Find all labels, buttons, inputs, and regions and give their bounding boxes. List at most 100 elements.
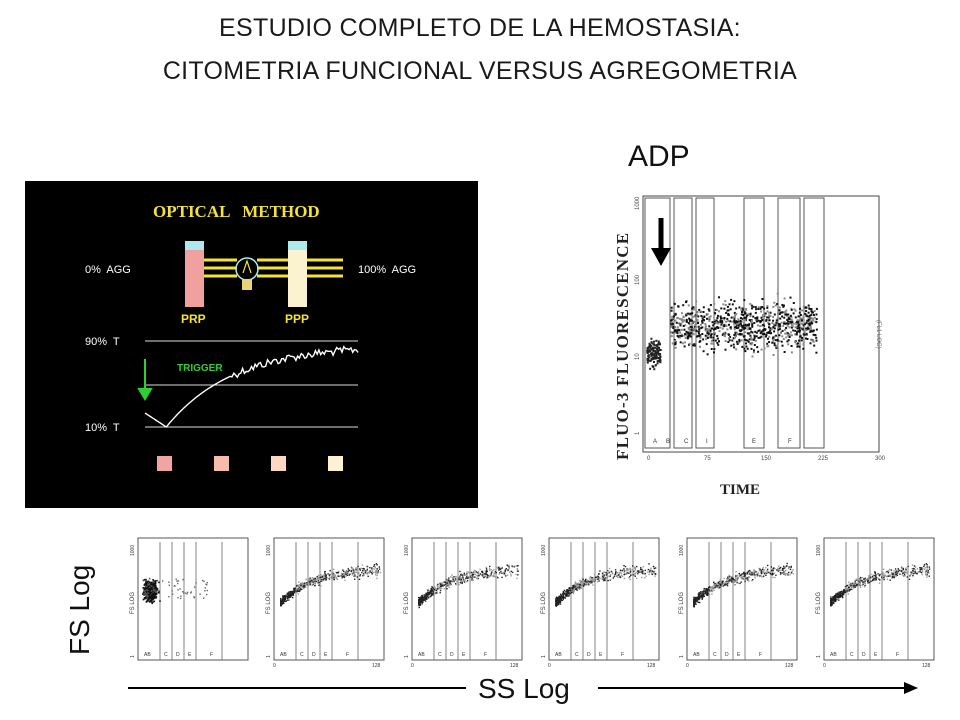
scatter-thumbnail: FS LOG 1000 1 AB C D E F 0 128 <box>404 537 523 669</box>
svg-text:C: C <box>713 652 717 658</box>
svg-text:D: D <box>862 652 866 658</box>
svg-text:D: D <box>587 652 591 658</box>
svg-text:1000: 1000 <box>635 196 641 210</box>
svg-text:FS LOG: FS LOG <box>541 592 547 614</box>
ppp-cuvette-cap <box>288 241 307 250</box>
ppp-label: PPP <box>285 312 309 326</box>
svg-text:C: C <box>164 652 168 658</box>
svg-text:128: 128 <box>372 663 381 669</box>
svg-text:AB: AB <box>830 652 837 658</box>
svg-text:0: 0 <box>548 663 551 669</box>
svg-text:F: F <box>346 652 349 658</box>
optical-method-diagram: OPTICAL METHOD 0% AGG 100% AGG PRP PPP 9… <box>85 202 416 471</box>
svg-text:1: 1 <box>679 655 685 658</box>
svg-text:C: C <box>850 652 854 658</box>
svg-text:0: 0 <box>273 663 276 669</box>
y-tick-labels: 1000 100 10 1 <box>635 196 641 435</box>
svg-text:C: C <box>300 652 304 658</box>
svg-text:E: E <box>599 652 603 658</box>
svg-text:1: 1 <box>130 655 136 658</box>
svg-text:E: E <box>752 439 756 445</box>
svg-text:FS LOG: FS LOG <box>404 592 410 614</box>
svg-text:FS LOG: FS LOG <box>679 592 685 614</box>
svg-text:D: D <box>176 652 180 658</box>
x-tick-labels: 0 75 150 225 300 <box>647 456 886 462</box>
svg-text:300: 300 <box>875 456 886 462</box>
scatter-thumbnail: FS LOG 1000 1 AB C D E F 0 128 <box>266 537 385 669</box>
svg-text:1: 1 <box>404 655 410 658</box>
svg-text:0: 0 <box>411 663 414 669</box>
t90-label: 90% T <box>85 336 120 348</box>
svg-text:10: 10 <box>635 353 641 360</box>
svg-text:128: 128 <box>647 663 656 669</box>
svg-text:1: 1 <box>541 655 547 658</box>
svg-text:1: 1 <box>266 655 272 658</box>
scatter-thumbnail: FS LOG 1000 1 AB C D E F 0 128 <box>816 537 935 669</box>
scatter-thumbnail: FS LOG 1000 1 AB C D E F 0 128 <box>541 537 660 669</box>
scatter-points <box>646 292 818 371</box>
svg-text:F: F <box>788 439 792 445</box>
svg-text:AB: AB <box>418 652 425 658</box>
aggregation-curve <box>144 345 359 428</box>
ppp-cuvette <box>288 250 307 307</box>
ss-log-label: SS Log <box>478 673 570 704</box>
svg-text:1: 1 <box>816 655 822 658</box>
time-axis-label: TIME <box>720 482 760 498</box>
svg-text:1: 1 <box>635 431 641 435</box>
svg-text:C: C <box>684 439 689 445</box>
prp-cuvette <box>185 250 204 307</box>
svg-text:D: D <box>450 652 454 658</box>
t10-label: 10% T <box>85 422 120 434</box>
svg-text:0: 0 <box>647 456 651 462</box>
svg-text:F: F <box>210 652 213 658</box>
svg-text:D: D <box>725 652 729 658</box>
fs-log-label: FS Log <box>64 564 95 655</box>
swatch <box>328 456 343 471</box>
agg-left-label: 0% AGG <box>85 264 131 276</box>
prp-cuvette-cap <box>185 241 204 250</box>
trigger-label: TRIGGER <box>177 363 223 374</box>
svg-text:128: 128 <box>510 663 519 669</box>
svg-text:FS LOG: FS LOG <box>816 592 822 614</box>
svg-text:1000: 1000 <box>404 545 410 556</box>
swatch <box>271 456 286 471</box>
svg-text:C: C <box>438 652 442 658</box>
fluo3-axis-label: FLUO-3 FLUORESCENCE <box>613 232 632 460</box>
svg-text:75: 75 <box>704 456 711 462</box>
title-line-1: ESTUDIO COMPLETO DE LA HEMOSTASIA: <box>219 14 741 42</box>
svg-text:F: F <box>484 652 487 658</box>
svg-text:128: 128 <box>785 663 794 669</box>
svg-text:1000: 1000 <box>266 545 272 556</box>
svg-text:E: E <box>188 652 192 658</box>
plot-frame <box>642 195 880 453</box>
svg-text:AB: AB <box>555 652 562 658</box>
title-line-2: CITOMETRIA FUNCIONAL VERSUS AGREGOMETRIA <box>162 57 798 85</box>
svg-text:128: 128 <box>922 663 931 669</box>
svg-text:100: 100 <box>635 274 641 285</box>
adp-label: ADP <box>628 140 690 173</box>
svg-text:E: E <box>462 652 466 658</box>
prp-label: PRP <box>181 312 206 326</box>
swatch <box>214 456 229 471</box>
swatch <box>157 456 172 471</box>
svg-text:B: B <box>666 439 670 445</box>
svg-text:F: F <box>896 652 899 658</box>
svg-text:E: E <box>324 652 328 658</box>
svg-text:AB: AB <box>144 652 151 658</box>
svg-text:FS LOG: FS LOG <box>266 592 272 614</box>
svg-text:1000: 1000 <box>541 545 547 556</box>
svg-text:F: F <box>759 652 762 658</box>
optical-method-panel: OPTICAL METHOD 0% AGG 100% AGG PRP PPP 9… <box>25 181 478 508</box>
svg-text:FS LOG: FS LOG <box>130 592 136 614</box>
trigger-arrow-icon <box>137 359 153 401</box>
svg-text:D: D <box>312 652 316 658</box>
light-beams <box>204 258 343 278</box>
svg-text:A: A <box>653 439 657 445</box>
svg-text:I: I <box>706 439 708 445</box>
agg-right-label: 100% AGG <box>358 264 416 276</box>
svg-text:225: 225 <box>818 456 829 462</box>
fluo3-time-plot: FLUO-3 FLUORESCENCE 1000 100 10 1 0 75 150 225… <box>613 195 886 498</box>
ss-axis-arrow-icon <box>128 682 918 694</box>
svg-text:F: F <box>621 652 624 658</box>
